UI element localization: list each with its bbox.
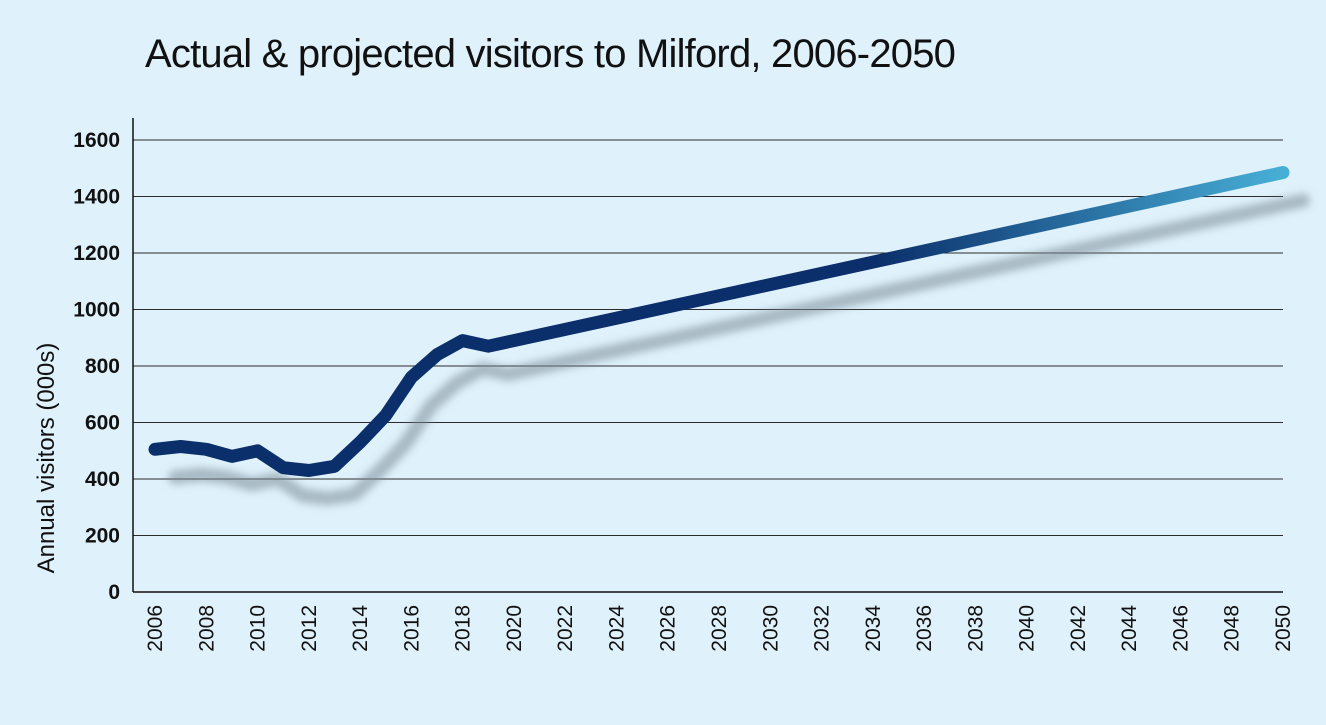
x-tick-label: 2042 (1067, 605, 1090, 652)
x-tick-label: 2040 (1016, 605, 1039, 652)
x-tick-label: 2046 (1169, 605, 1192, 652)
y-tick-label: 800 (85, 355, 120, 378)
x-tick-label: 2012 (298, 605, 321, 652)
x-tick-label: 2006 (144, 605, 167, 652)
x-tick-label: 2008 (195, 605, 218, 652)
x-tick-label: 2036 (913, 605, 936, 652)
x-tick-label: 2022 (554, 605, 577, 652)
y-tick-label: 1200 (73, 242, 120, 265)
y-tick-label: 1400 (73, 186, 120, 209)
x-tick-label: 2038 (964, 605, 987, 652)
x-tick-label: 2014 (349, 605, 372, 652)
x-tick-label: 2050 (1272, 605, 1295, 652)
gridlines (133, 139, 1283, 536)
series-line-shadow (168, 193, 1310, 506)
series-layer (148, 166, 1310, 506)
x-tick-label: 2010 (247, 605, 270, 652)
x-tick-label: 2028 (708, 605, 731, 652)
y-tick-label: 400 (85, 468, 120, 491)
x-tick-label: 2024 (605, 605, 628, 652)
x-tick-label: 2016 (400, 605, 423, 652)
chart-title: Actual & projected visitors to Milford, … (145, 32, 956, 76)
x-tick-label: 2034 (862, 605, 885, 652)
x-tick-label: 2020 (503, 605, 526, 652)
y-tick-label: 0 (108, 581, 120, 604)
x-tick-label: 2044 (1118, 605, 1141, 652)
x-tick-label: 2048 (1221, 605, 1244, 652)
x-tick-label: 2032 (811, 605, 834, 652)
y-tick-label: 600 (85, 412, 120, 435)
x-tick-label: 2030 (759, 605, 782, 652)
x-tick-labels: 2006 2008 2010 2012 2014 2016 2018 2020 2022 2024… (144, 605, 1295, 652)
y-tick-labels: 0 200 400 600 800 1000 1200 1400 1600 (73, 129, 120, 604)
x-tick-label: 2018 (452, 605, 475, 652)
x-tick-label: 2026 (657, 605, 680, 652)
y-tick-label: 200 (85, 525, 120, 548)
y-tick-label: 1600 (73, 129, 120, 152)
axes (132, 118, 1283, 593)
series-line (148, 166, 1290, 477)
y-tick-label: 1000 (73, 299, 120, 322)
y-axis-label: Annual visitors (000s) (33, 343, 60, 574)
